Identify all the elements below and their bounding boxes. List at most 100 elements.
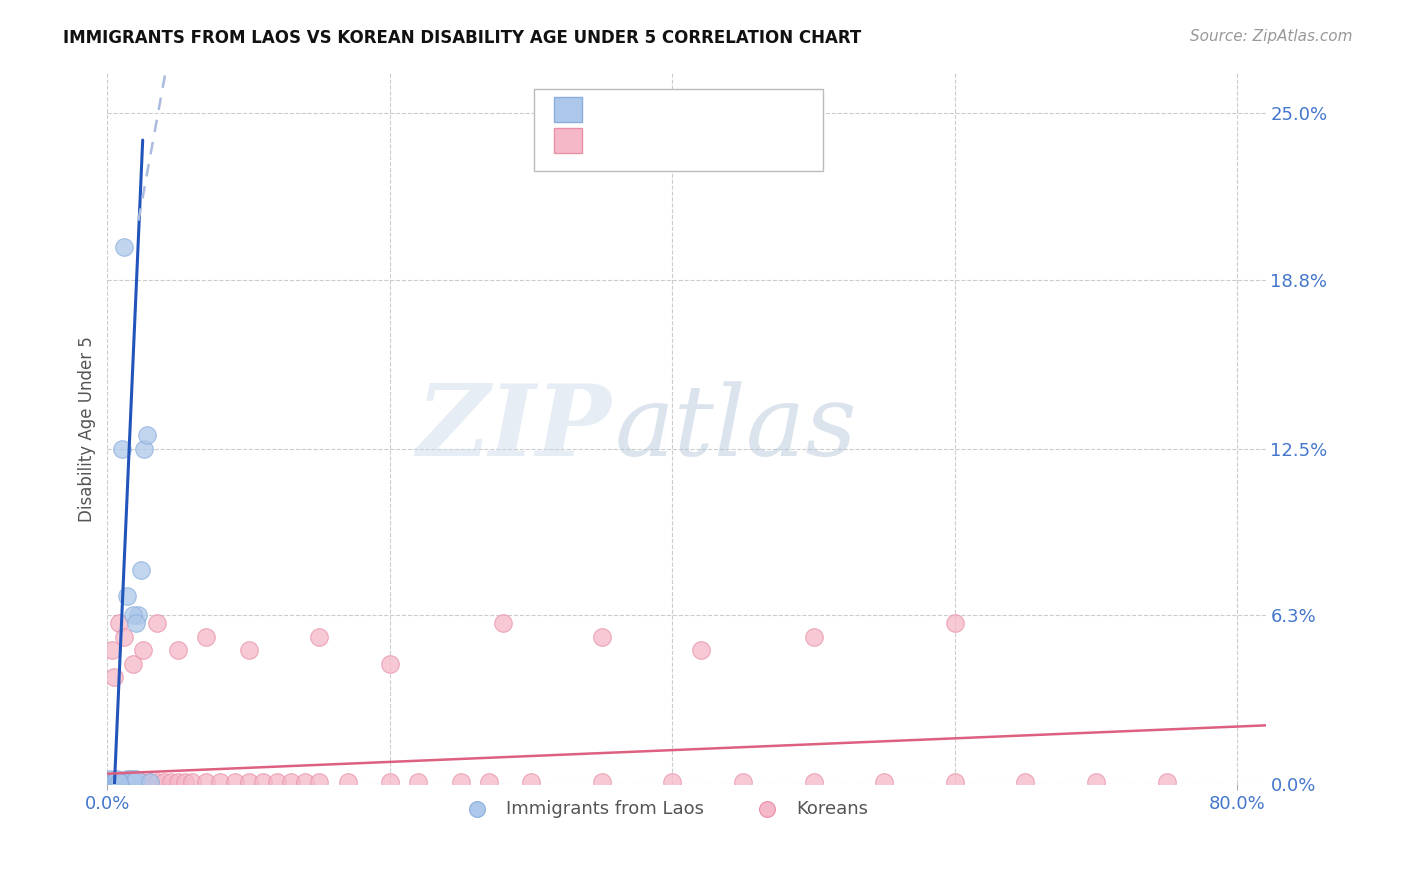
Point [110, 774, 132, 789]
Point [110, 442, 132, 456]
Point [803, 774, 825, 789]
Point [111, 774, 134, 789]
Point [873, 774, 896, 789]
Point [101, 774, 124, 789]
Point [112, 630, 135, 644]
Point [124, 616, 146, 631]
Point [294, 774, 316, 789]
Point [378, 657, 401, 671]
Point [146, 774, 169, 789]
Point [252, 774, 274, 789]
Point [100, 774, 122, 789]
Point [97, 777, 120, 791]
Point [100, 777, 122, 791]
Text: IMMIGRANTS FROM LAOS VS KOREAN DISABILITY AGE UNDER 5 CORRELATION CHART: IMMIGRANTS FROM LAOS VS KOREAN DISABILIT… [63, 29, 862, 46]
Point [117, 774, 139, 789]
Point [167, 643, 190, 657]
Point [127, 608, 149, 623]
Text: atlas: atlas [614, 381, 858, 476]
Y-axis label: Disability Age Under 5: Disability Age Under 5 [79, 335, 96, 522]
Point [336, 774, 359, 789]
Point [98, 777, 121, 791]
Point [118, 772, 141, 786]
Point [98, 774, 121, 789]
Point [122, 774, 145, 789]
Point [112, 774, 135, 789]
Point [224, 774, 246, 789]
Point [104, 774, 127, 789]
Point [107, 774, 129, 789]
Point [121, 774, 143, 789]
Point [181, 774, 204, 789]
Point [114, 774, 136, 789]
Point [129, 563, 152, 577]
Point [112, 240, 135, 254]
Point [195, 774, 218, 789]
Point [308, 630, 330, 644]
Point [943, 774, 966, 789]
Point [661, 774, 683, 789]
Point [478, 774, 501, 789]
Point [238, 643, 260, 657]
Point [167, 774, 190, 789]
Text: R =  0.227    N =  63: R = 0.227 N = 63 [589, 127, 762, 145]
Point [308, 774, 330, 789]
Point [406, 774, 429, 789]
Point [103, 774, 125, 789]
Point [209, 774, 232, 789]
Point [98, 772, 121, 786]
Point [1156, 774, 1178, 789]
Point [520, 774, 543, 789]
Point [110, 777, 132, 791]
Point [492, 616, 515, 631]
Point [121, 657, 143, 671]
Point [103, 777, 125, 791]
Point [195, 630, 218, 644]
Point [153, 774, 176, 789]
Point [108, 777, 131, 791]
Point [98, 774, 121, 789]
Point [146, 616, 169, 631]
Point [131, 643, 153, 657]
Point [731, 774, 754, 789]
Point [1014, 774, 1036, 789]
Point [107, 774, 129, 789]
Point [591, 630, 613, 644]
Point [121, 772, 143, 786]
Point [100, 774, 122, 789]
Point [943, 616, 966, 631]
Point [121, 608, 143, 623]
Point [132, 442, 155, 456]
Point [108, 774, 131, 789]
Point [97, 774, 120, 789]
Legend: Immigrants from Laos, Koreans: Immigrants from Laos, Koreans [451, 793, 875, 825]
Point [115, 590, 138, 604]
Point [174, 774, 197, 789]
Text: Source: ZipAtlas.com: Source: ZipAtlas.com [1189, 29, 1353, 44]
Text: R =  0.608    N =  41: R = 0.608 N = 41 [589, 96, 762, 114]
Point [378, 774, 401, 789]
Point [100, 643, 122, 657]
Point [105, 777, 128, 791]
Point [803, 630, 825, 644]
Point [107, 774, 129, 789]
Text: ZIP: ZIP [416, 381, 612, 477]
Point [124, 772, 146, 786]
Point [591, 774, 613, 789]
Point [450, 774, 472, 789]
Point [115, 772, 138, 786]
Point [105, 774, 128, 789]
Point [1085, 774, 1108, 789]
Point [101, 774, 124, 789]
Point [136, 428, 159, 442]
Point [266, 774, 288, 789]
Point [160, 774, 183, 789]
Point [131, 774, 153, 789]
Point [139, 774, 162, 789]
Point [124, 774, 146, 789]
Point [689, 643, 711, 657]
Point [112, 774, 135, 789]
Point [280, 774, 302, 789]
Point [105, 772, 128, 786]
Point [107, 616, 129, 631]
